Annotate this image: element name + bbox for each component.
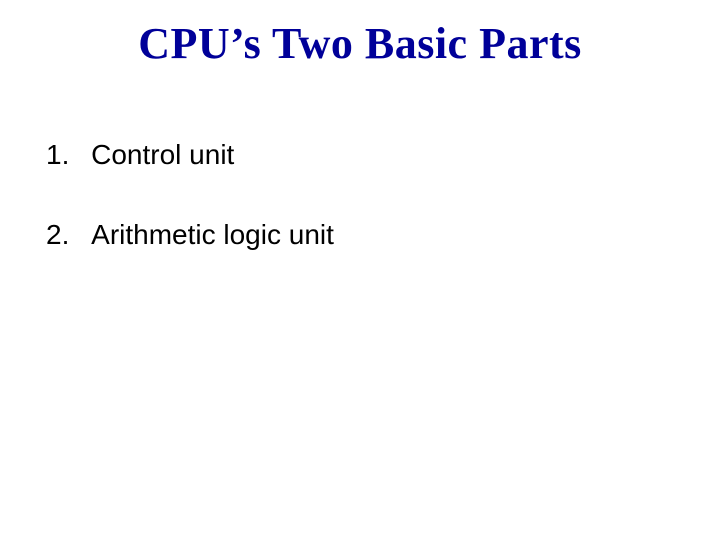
list-item-number: 2. xyxy=(46,219,69,250)
slide-container: CPU’s Two Basic Parts 1. Control unit 2.… xyxy=(0,0,720,540)
slide-title: CPU’s Two Basic Parts xyxy=(40,18,680,69)
numbered-list: 1. Control unit 2. Arithmetic logic unit xyxy=(40,139,680,251)
list-item-number: 1. xyxy=(46,139,69,170)
list-item-text: Control unit xyxy=(91,139,234,170)
list-item-text: Arithmetic logic unit xyxy=(91,219,334,250)
list-item: 1. Control unit xyxy=(40,139,680,171)
list-item: 2. Arithmetic logic unit xyxy=(40,219,680,251)
